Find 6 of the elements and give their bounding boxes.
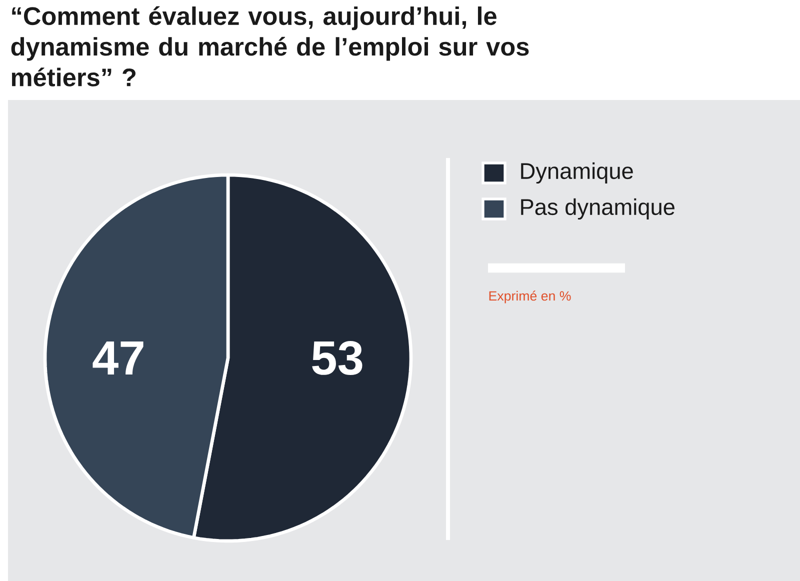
data-label: 47: [92, 341, 144, 374]
chart-title: “Comment évaluez vous, aujourd’hui, le dynamisme du marché de l’emploi sur vos métiers” ?: [11, 6, 529, 86]
legend-label: Pas dynamique: [521, 198, 674, 220]
text: Exprimé en %: [489, 290, 571, 304]
legend-label: Dynamique: [521, 162, 633, 184]
data-label: 53: [312, 340, 362, 376]
